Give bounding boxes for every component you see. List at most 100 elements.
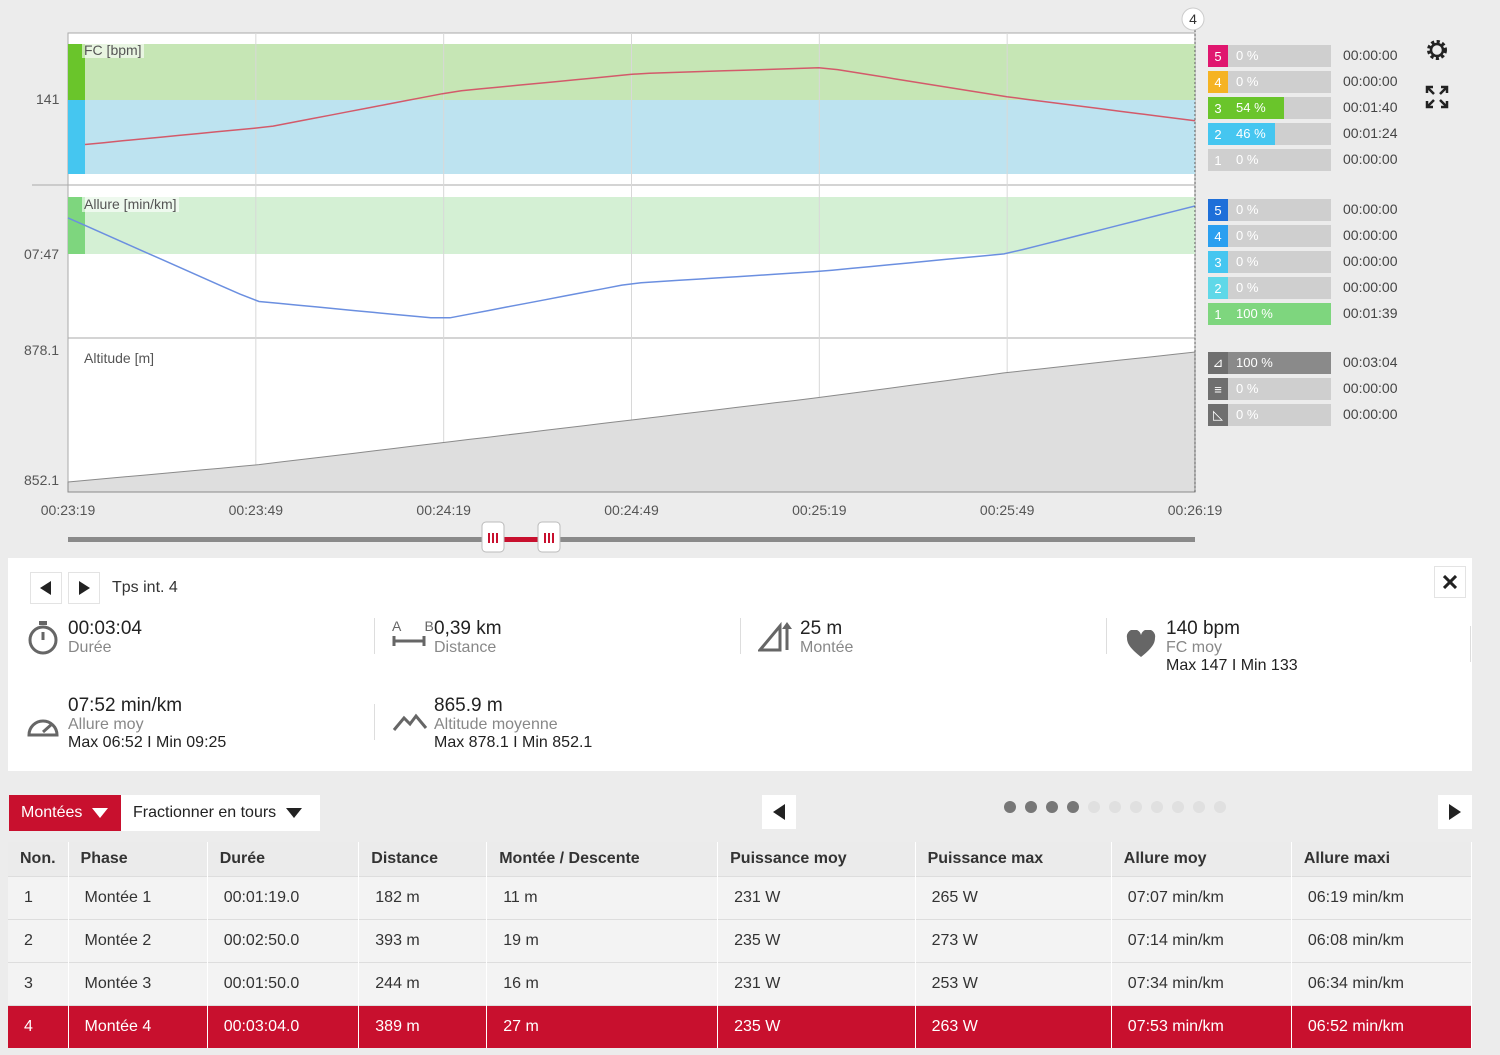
altitude-area — [67, 351, 1196, 493]
zone-time: 00:00:00 — [1343, 47, 1398, 63]
speedometer-icon — [26, 708, 60, 743]
table-cell: 231 W — [717, 875, 916, 919]
zone-time: 00:01:40 — [1343, 99, 1398, 115]
prev-lap-button[interactable] — [30, 572, 62, 604]
next-page-button[interactable] — [1438, 795, 1472, 829]
x-tick-label: 00:25:49 — [979, 502, 1035, 518]
table-row[interactable]: 2 Montée 2 00:02:50.0 393 m 19 m 235 W 273 W 07… — [8, 918, 1473, 962]
close-icon[interactable] — [1434, 566, 1466, 598]
stat-heart-rate: 140 bpm FC moy Max 147 I Min 133 — [1166, 619, 1298, 675]
hr-line — [84, 67, 1196, 146]
zone-percent: 0 % — [1236, 152, 1259, 167]
zone-row: ≡ 0 % — [1208, 378, 1331, 400]
table-cell: 06:08 min/km — [1291, 918, 1473, 962]
page-dot[interactable] — [1214, 801, 1226, 813]
page-dot[interactable] — [1088, 801, 1100, 813]
column-header[interactable]: Montée / Descente — [486, 842, 719, 876]
lap-marker[interactable]: 4 — [1189, 11, 1197, 27]
zone-percent: 54 % — [1236, 100, 1266, 115]
range-selection — [493, 537, 549, 542]
zone-bar: 0 % — [1228, 199, 1331, 221]
range-handle-left[interactable] — [481, 521, 505, 553]
zone-time: 00:00:00 — [1343, 279, 1398, 295]
page-dot[interactable] — [1151, 801, 1163, 813]
zone-percent: 0 % — [1236, 381, 1259, 396]
range-handle-right[interactable] — [537, 521, 561, 553]
altitude-y-min: 852.1 — [24, 472, 60, 488]
table-cell: 231 W — [717, 961, 916, 1005]
duration-label: Durée — [68, 639, 112, 656]
zone-number: 4 — [1208, 71, 1228, 93]
pace-chart-label: Allure [min/km] — [82, 196, 179, 212]
filter-label: Montées — [21, 804, 83, 821]
table-cell: 07:14 min/km — [1111, 918, 1292, 962]
x-tick-label: 00:24:49 — [604, 502, 659, 518]
table-cell: 182 m — [358, 875, 488, 919]
table-cell: 00:03:04.0 — [207, 1004, 360, 1048]
zone-number: 3 — [1208, 97, 1228, 119]
table-cell: 06:34 min/km — [1291, 961, 1473, 1005]
next-lap-button[interactable] — [68, 572, 100, 604]
chart-svg: 4 — [32, 7, 1205, 553]
zone-row: 4 0 % — [1208, 225, 1331, 247]
table-row[interactable]: 4 Montée 4 00:03:04.0 389 m 27 m 235 W 263 W 07… — [8, 1004, 1473, 1048]
pace-line — [67, 205, 1196, 319]
filter-dropdown[interactable]: Montées — [9, 795, 121, 831]
zone-number: 1 — [1208, 149, 1228, 171]
zone-bar: 100 % — [1228, 303, 1331, 325]
page-dot[interactable] — [1046, 801, 1058, 813]
table-cell: 263 W — [915, 1004, 1112, 1048]
table-cell: 273 W — [915, 918, 1112, 962]
column-header[interactable]: Durée — [207, 842, 360, 876]
page-dot[interactable] — [1067, 801, 1079, 813]
hr-label: FC moy — [1166, 639, 1222, 656]
table-row[interactable]: 3 Montée 3 00:01:50.0 244 m 16 m 231 W 253 W 07… — [8, 961, 1473, 1005]
zone-time: 00:00:00 — [1343, 201, 1398, 217]
page-dot[interactable] — [1193, 801, 1205, 813]
stat-altitude: 865.9 m Altitude moyenne Max 878.1 I Min… — [434, 696, 592, 752]
column-header[interactable]: Puissance max — [915, 842, 1112, 876]
zone-row: 2 46 % — [1208, 123, 1331, 145]
ascent-value: 25 m — [800, 618, 843, 639]
hr-value: 140 bpm — [1166, 618, 1240, 639]
column-header[interactable]: Distance — [358, 842, 488, 876]
zone-percent: 0 % — [1236, 407, 1259, 422]
chevron-down-icon — [92, 808, 109, 818]
zone-row: 1 0 % — [1208, 149, 1331, 171]
zone-time: 00:03:04 — [1343, 354, 1398, 370]
table-row[interactable]: 1 Montée 1 00:01:19.0 182 m 11 m 231 W 265 W 07… — [8, 875, 1473, 919]
page-dot[interactable] — [1004, 801, 1016, 813]
mountain-icon — [392, 712, 428, 737]
column-header[interactable]: Phase — [68, 842, 208, 876]
zone-row: 1 100 % — [1208, 303, 1331, 325]
column-header[interactable]: Puissance moy — [717, 842, 916, 876]
split-dropdown[interactable]: Fractionner en tours — [121, 795, 320, 831]
column-header[interactable]: Non. — [8, 842, 69, 876]
page-dot[interactable] — [1172, 801, 1184, 813]
table-cell: 27 m — [486, 1004, 719, 1048]
x-tick-label: 00:26:19 — [1167, 502, 1223, 518]
table-cell: 2 — [8, 918, 69, 962]
fullscreen-icon[interactable] — [1420, 80, 1454, 114]
table-cell: 389 m — [358, 1004, 488, 1048]
table-cell: 16 m — [486, 961, 719, 1005]
column-header[interactable]: Allure moy — [1111, 842, 1292, 876]
summary-panel: Tps int. 4 00:03:04 Durée A B 0,39 km Di… — [8, 558, 1472, 771]
pace-zone1-marker — [68, 197, 85, 254]
downhill-icon: ◺ — [1208, 404, 1228, 426]
laps-table: Non. Phase Durée Distance Montée / Descente P… — [8, 842, 1473, 1048]
table-cell: 235 W — [717, 918, 916, 962]
page-dot[interactable] — [1025, 801, 1037, 813]
zone-time: 00:00:00 — [1343, 406, 1398, 422]
prev-page-button[interactable] — [762, 795, 796, 829]
gear-icon[interactable] — [1420, 33, 1454, 67]
range-track[interactable] — [68, 537, 1195, 542]
altitude-sub: Max 878.1 I Min 852.1 — [434, 734, 593, 751]
zone-bar: 0 % — [1228, 225, 1331, 247]
heart-icon — [1126, 629, 1156, 663]
distance-label: Distance — [434, 639, 497, 656]
column-header[interactable]: Allure maxi — [1291, 842, 1473, 876]
zone-fill — [1228, 97, 1284, 119]
page-dot[interactable] — [1109, 801, 1121, 813]
page-dot[interactable] — [1130, 801, 1142, 813]
